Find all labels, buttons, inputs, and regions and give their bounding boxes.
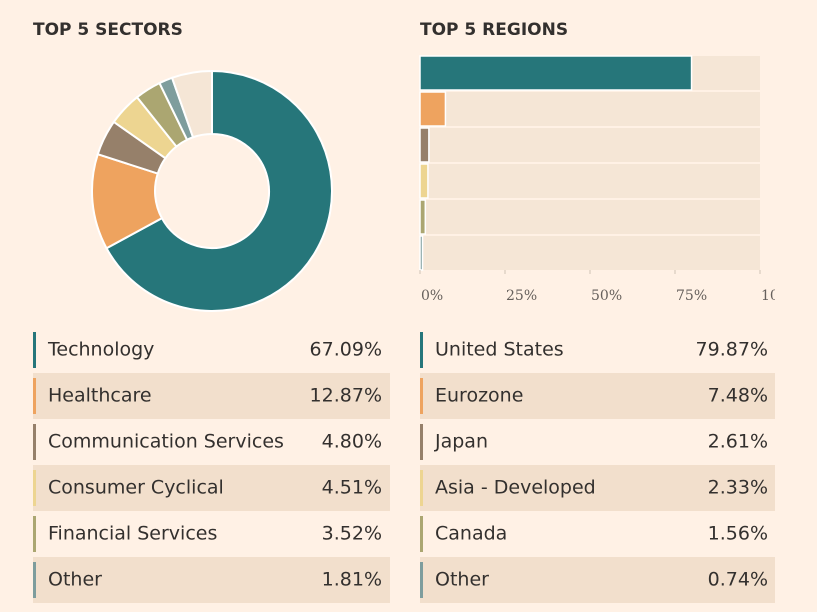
- donut-slice: [170, 69, 213, 139]
- chart-title: TOP 5 SECTORS: [33, 20, 183, 40]
- row-swatch: [420, 516, 423, 552]
- row-swatch: [420, 562, 423, 598]
- row-value: 67.09%: [310, 339, 382, 361]
- bar-track: [420, 236, 760, 270]
- bar: [419, 127, 430, 163]
- row-label: United States: [435, 339, 564, 361]
- bar: [419, 55, 693, 91]
- row-value: 2.33%: [708, 477, 768, 499]
- row-swatch: [420, 378, 423, 414]
- x-tick-label: 100%: [761, 288, 801, 304]
- row-background: [33, 557, 390, 603]
- row-label: Communication Services: [48, 431, 284, 453]
- x-tick-label: 0%: [421, 288, 443, 304]
- row-label: Canada: [435, 523, 507, 545]
- row-swatch: [33, 424, 36, 460]
- bar-track: [420, 128, 760, 162]
- row-swatch: [33, 378, 36, 414]
- row-label: Other: [435, 569, 489, 591]
- row-label: Eurozone: [435, 385, 523, 407]
- donut-slice: [105, 69, 333, 312]
- row-background: [420, 465, 775, 511]
- row-label: Asia - Developed: [435, 477, 596, 499]
- bar: [419, 199, 427, 235]
- chart-title: TOP 5 REGIONS: [420, 20, 568, 40]
- row-label: Technology: [47, 339, 154, 361]
- x-tick-label: 50%: [591, 288, 622, 304]
- row-swatch: [420, 470, 423, 506]
- row-swatch: [33, 332, 36, 368]
- row-background: [33, 465, 390, 511]
- row-label: Consumer Cyclical: [48, 477, 224, 499]
- row-background: [420, 373, 775, 419]
- bar-track: [420, 164, 760, 198]
- row-value: 4.51%: [322, 477, 382, 499]
- row-label: Other: [48, 569, 102, 591]
- row-value: 1.81%: [322, 569, 382, 591]
- bar-track: [420, 200, 760, 234]
- row-label: Healthcare: [48, 385, 152, 407]
- row-swatch: [420, 332, 423, 368]
- row-value: 12.87%: [310, 385, 382, 407]
- row-swatch: [420, 424, 423, 460]
- row-value: 2.61%: [708, 431, 768, 453]
- row-background: [420, 557, 775, 603]
- row-label: Japan: [434, 431, 488, 453]
- content: Technology 67.09% Healthcare 12.87% Communic…: [33, 55, 801, 603]
- row-swatch: [33, 516, 36, 552]
- bar: [419, 91, 447, 127]
- row-swatch: [33, 562, 36, 598]
- row-value: 1.56%: [708, 523, 768, 545]
- bar: [419, 163, 429, 199]
- row-label: Financial Services: [48, 523, 217, 545]
- row-value: 3.52%: [322, 523, 382, 545]
- row-value: 79.87%: [696, 339, 768, 361]
- row-swatch: [33, 470, 36, 506]
- row-value: 0.74%: [708, 569, 768, 591]
- row-value: 4.80%: [322, 431, 382, 453]
- x-tick-label: 75%: [676, 288, 707, 304]
- x-tick-label: 25%: [506, 288, 537, 304]
- row-value: 7.48%: [708, 385, 768, 407]
- bar: [419, 235, 424, 271]
- bar-track: [420, 92, 760, 126]
- row-background: [33, 373, 390, 419]
